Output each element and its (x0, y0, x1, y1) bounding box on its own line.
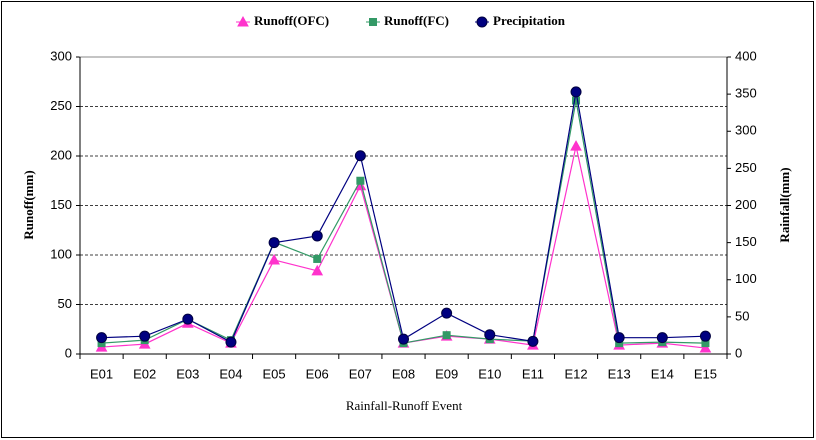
x-tick-label: E01 (90, 366, 113, 381)
y2-tick-label: 350 (735, 86, 757, 101)
data-point (139, 330, 151, 342)
y2-tick-label: 400 (735, 48, 757, 63)
data-point (354, 150, 366, 162)
y-tick-label: 300 (50, 48, 72, 63)
data-point (527, 335, 539, 347)
y-tick-label: 150 (50, 197, 72, 212)
y-tick-label: 250 (50, 98, 72, 113)
data-point (699, 330, 711, 342)
data-point (96, 332, 108, 344)
data-point (311, 230, 323, 242)
y-tick-label: 100 (50, 246, 72, 261)
data-point (268, 253, 280, 265)
x-tick-label: E13 (608, 366, 631, 381)
x-tick-label: E10 (478, 366, 501, 381)
data-point (613, 332, 625, 344)
data-point (699, 342, 712, 353)
data-point (268, 237, 280, 249)
y2-tick-label: 150 (735, 234, 757, 249)
data-point (311, 264, 324, 276)
x-tick-label: E02 (133, 366, 156, 381)
data-point (656, 332, 668, 344)
legend-label: Runoff(OFC) (254, 13, 329, 28)
data-point (356, 176, 365, 185)
y-axis-title: Runoff(mm) (21, 170, 36, 239)
y2-tick-label: 300 (735, 123, 757, 138)
x-tick-label: E14 (651, 366, 674, 381)
data-point (570, 86, 582, 98)
y-tick-label: 200 (50, 147, 72, 162)
y-tick-label: 0 (65, 345, 72, 360)
data-point (313, 254, 322, 263)
y2-axis-title: Rainfall(mm) (777, 167, 792, 242)
data-point (441, 307, 453, 319)
y2-tick-label: 100 (735, 271, 757, 286)
y2-tick-label: 50 (735, 308, 749, 323)
legend-label: Runoff(FC) (384, 13, 449, 28)
x-tick-label: E03 (176, 366, 199, 381)
data-point (442, 331, 451, 340)
data-point (225, 336, 237, 348)
data-point (484, 329, 496, 341)
legend-marker (369, 18, 377, 26)
x-tick-label: E04 (219, 366, 242, 381)
x-tick-label: E09 (435, 366, 458, 381)
x-axis-title: Rainfall-Runoff Event (346, 398, 463, 413)
legend-marker (237, 15, 249, 27)
data-point (570, 140, 582, 151)
legend-marker (476, 16, 488, 28)
x-tick-label: E12 (564, 366, 587, 381)
x-tick-label: E06 (306, 366, 329, 381)
data-point (398, 333, 409, 345)
data-point (182, 313, 194, 325)
x-tick-label: E05 (263, 366, 286, 381)
y2-tick-label: 0 (735, 345, 742, 360)
y-tick-label: 50 (58, 296, 72, 311)
y2-tick-label: 250 (735, 160, 757, 175)
y2-tick-label: 200 (735, 197, 757, 212)
legend-label: Precipitation (493, 13, 566, 28)
x-tick-label: E07 (349, 366, 372, 381)
x-tick-label: E08 (392, 366, 415, 381)
x-tick-label: E15 (694, 366, 717, 381)
x-tick-label: E11 (522, 366, 544, 381)
